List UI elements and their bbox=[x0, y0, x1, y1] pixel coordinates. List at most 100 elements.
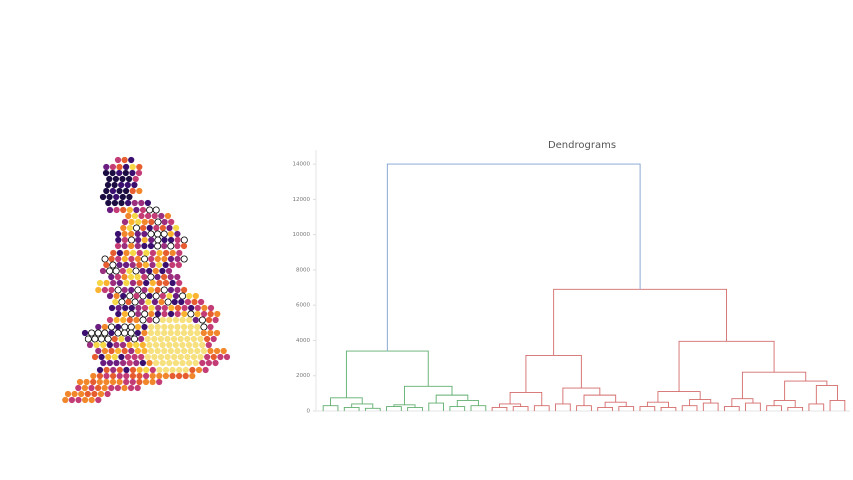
hex bbox=[139, 341, 146, 349]
hex bbox=[139, 292, 147, 300]
hex bbox=[110, 372, 117, 380]
hex bbox=[81, 329, 89, 337]
hex bbox=[152, 267, 159, 275]
hex bbox=[126, 316, 133, 324]
y-tick-label: 14000 bbox=[293, 162, 311, 168]
hex bbox=[121, 242, 128, 250]
hex bbox=[114, 384, 121, 392]
hex bbox=[136, 279, 143, 287]
hex bbox=[126, 292, 134, 300]
hex bbox=[174, 310, 181, 318]
leaf-link bbox=[681, 405, 698, 411]
hex bbox=[192, 359, 199, 367]
hex bbox=[201, 304, 208, 312]
hex bbox=[128, 218, 135, 226]
hex bbox=[90, 372, 97, 380]
hex bbox=[159, 359, 166, 367]
hex bbox=[81, 384, 88, 392]
hex bbox=[132, 224, 140, 232]
hex bbox=[135, 236, 142, 244]
hex bbox=[147, 329, 155, 337]
hex bbox=[68, 396, 75, 404]
hex bbox=[110, 366, 117, 374]
hex bbox=[116, 279, 123, 287]
hex bbox=[174, 273, 181, 281]
hex bbox=[194, 329, 201, 337]
hex bbox=[158, 212, 165, 220]
hex bbox=[146, 206, 154, 214]
hex bbox=[103, 279, 110, 287]
hex bbox=[154, 286, 161, 294]
hex bbox=[162, 372, 169, 380]
hex bbox=[168, 304, 175, 312]
hex bbox=[108, 384, 115, 392]
hex bbox=[197, 335, 204, 343]
hex bbox=[116, 261, 123, 269]
hex bbox=[174, 230, 181, 238]
hex bbox=[168, 218, 175, 226]
hex bbox=[88, 384, 95, 392]
hex bbox=[124, 353, 132, 361]
hex bbox=[166, 292, 173, 300]
hex bbox=[140, 224, 147, 232]
hex bbox=[163, 249, 170, 257]
hex bbox=[91, 390, 98, 398]
hex bbox=[113, 193, 120, 201]
hex bbox=[164, 335, 171, 343]
hex bbox=[136, 366, 143, 374]
hex bbox=[154, 242, 162, 250]
hex bbox=[115, 347, 122, 355]
leaf-link bbox=[364, 407, 381, 411]
hex bbox=[149, 249, 156, 257]
hex bbox=[111, 353, 118, 361]
leaf-link bbox=[745, 402, 761, 411]
hex bbox=[118, 181, 125, 189]
hex bbox=[115, 323, 122, 331]
hex bbox=[190, 335, 197, 343]
hex bbox=[134, 230, 141, 238]
leaf-link bbox=[322, 405, 339, 411]
hex bbox=[116, 163, 123, 171]
hex bbox=[96, 372, 103, 380]
hex bbox=[169, 261, 176, 269]
hex bbox=[103, 378, 110, 386]
leaf-link bbox=[660, 407, 677, 411]
hex bbox=[161, 218, 168, 226]
hex bbox=[194, 304, 201, 312]
hex bbox=[128, 347, 135, 355]
hex bbox=[129, 366, 137, 374]
hex bbox=[166, 359, 173, 367]
hex bbox=[131, 212, 138, 220]
hex bbox=[135, 218, 142, 226]
hex bbox=[158, 298, 165, 306]
hex bbox=[141, 242, 148, 250]
hex bbox=[102, 169, 110, 177]
hex bbox=[210, 335, 217, 343]
hex bbox=[110, 279, 117, 287]
hex bbox=[174, 347, 181, 355]
leaf-link bbox=[512, 406, 529, 411]
hex bbox=[188, 304, 195, 312]
hex bbox=[139, 206, 147, 214]
leaf-link bbox=[343, 407, 360, 411]
hex bbox=[108, 273, 115, 281]
link bbox=[553, 288, 728, 356]
hex bbox=[171, 335, 178, 343]
hex bbox=[167, 323, 174, 331]
hex bbox=[204, 335, 211, 343]
hex bbox=[101, 347, 108, 355]
hex bbox=[115, 255, 122, 263]
hex bbox=[136, 378, 143, 386]
hex bbox=[101, 323, 108, 331]
hex bbox=[181, 310, 188, 318]
hex bbox=[166, 341, 173, 349]
hex bbox=[154, 236, 162, 244]
hex bbox=[134, 384, 141, 392]
hex bbox=[207, 329, 214, 337]
hex bbox=[112, 298, 119, 306]
hex bbox=[116, 372, 123, 380]
leaf-link bbox=[702, 402, 719, 411]
hex bbox=[152, 316, 160, 324]
hex bbox=[161, 329, 168, 337]
